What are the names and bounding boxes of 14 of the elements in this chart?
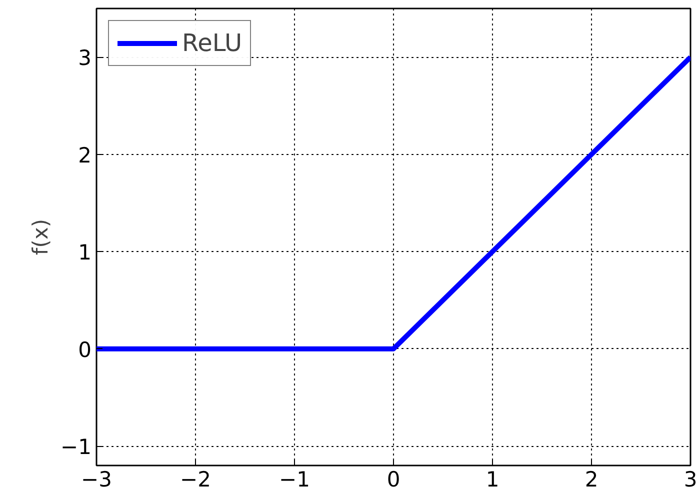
x-tick-label: −1 xyxy=(279,468,310,492)
x-tick-label: −3 xyxy=(81,468,112,492)
y-axis-title: f(x) xyxy=(28,218,53,256)
y-tick-label: 1 xyxy=(78,240,92,265)
legend-label: ReLU xyxy=(182,29,242,57)
y-tick-label: 0 xyxy=(78,338,92,362)
x-tick-label: 2 xyxy=(584,468,598,492)
x-tick-label: 3 xyxy=(684,468,698,492)
y-tick-label: 2 xyxy=(78,143,92,168)
y-tick-label: 3 xyxy=(78,46,92,70)
x-tick-label: 1 xyxy=(486,468,500,492)
x-tick-label: −2 xyxy=(180,468,211,492)
x-tick-label: 0 xyxy=(386,468,400,492)
y-tick-label: −1 xyxy=(60,435,92,460)
